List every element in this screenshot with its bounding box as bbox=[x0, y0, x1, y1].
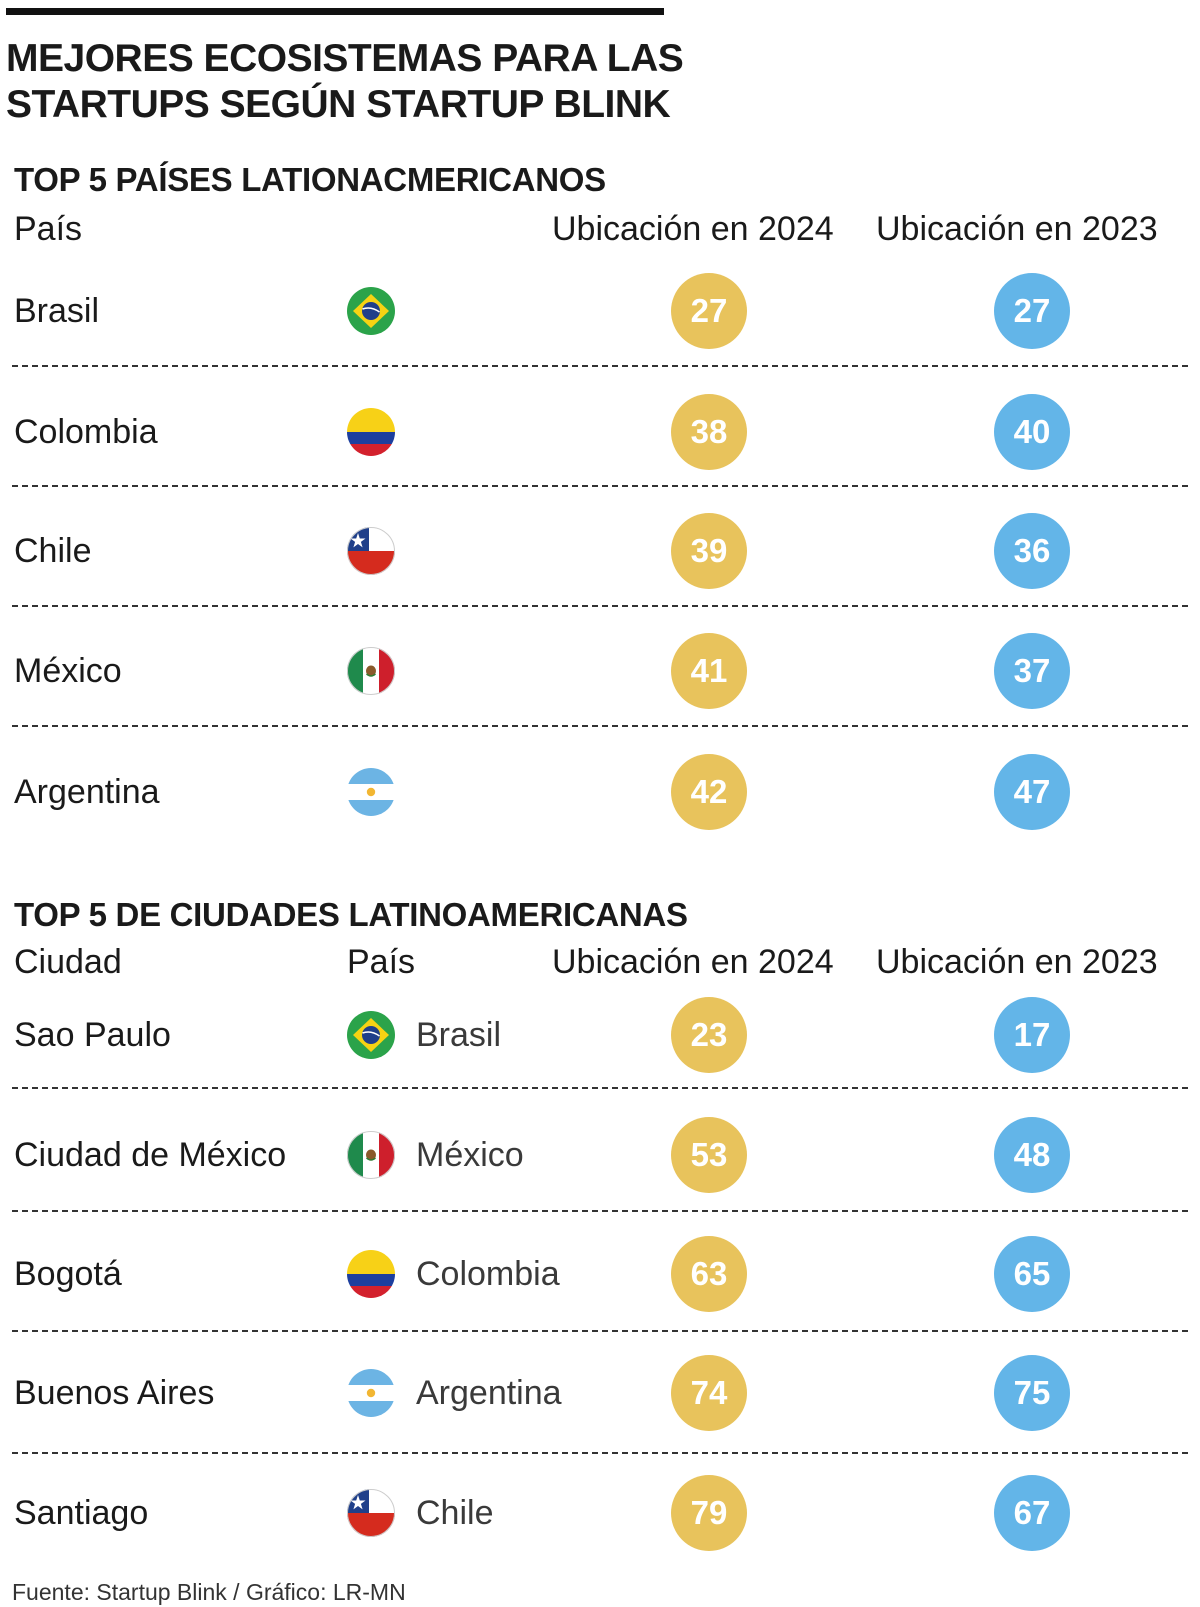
country-name: Chile bbox=[416, 1494, 494, 1532]
rank-2023-badge: 67 bbox=[994, 1475, 1070, 1551]
cities-header-2024: Ubicación en 2024 bbox=[552, 943, 834, 981]
rank-2023-badge: 47 bbox=[994, 754, 1070, 830]
countries-header-2024: Ubicación en 2024 bbox=[552, 210, 834, 248]
country-name: Colombia bbox=[416, 1255, 560, 1293]
rank-2024-badge: 63 bbox=[671, 1236, 747, 1312]
row-divider bbox=[12, 1452, 1188, 1454]
top-rule bbox=[6, 8, 664, 15]
row-divider bbox=[12, 1210, 1188, 1212]
row-divider bbox=[12, 1087, 1188, 1089]
row-divider bbox=[12, 365, 1188, 367]
table-row: Ciudad de México México 53 48 bbox=[0, 1095, 1200, 1215]
table-row: Chile 39 36 bbox=[0, 491, 1200, 611]
rank-2024-badge: 42 bbox=[671, 754, 747, 830]
rank-2023-badge: 65 bbox=[994, 1236, 1070, 1312]
table-row: Colombia 38 40 bbox=[0, 372, 1200, 492]
table-row: Bogotá Colombia 63 65 bbox=[0, 1214, 1200, 1334]
mexico-flag-icon bbox=[347, 1131, 395, 1179]
rank-2023-badge: 40 bbox=[994, 394, 1070, 470]
city-name: Santiago bbox=[14, 1494, 149, 1532]
country-name: Brasil bbox=[416, 1016, 502, 1054]
city-name: Bogotá bbox=[14, 1255, 122, 1293]
rank-2024-badge: 79 bbox=[671, 1475, 747, 1551]
source-note: Fuente: Startup Blink / Gráfico: LR-MN bbox=[12, 1579, 406, 1605]
table-row: Sao Paulo Brasil 23 17 bbox=[0, 975, 1200, 1095]
cities-header-city: Ciudad bbox=[14, 943, 122, 981]
country-name: Colombia bbox=[14, 413, 158, 451]
rank-2024-badge: 53 bbox=[671, 1117, 747, 1193]
rank-2024-badge: 74 bbox=[671, 1355, 747, 1431]
table-row: Brasil 27 27 bbox=[0, 251, 1200, 371]
page-title: MEJORES ECOSISTEMAS PARA LAS STARTUPS SE… bbox=[6, 37, 684, 126]
rank-2024-badge: 41 bbox=[671, 633, 747, 709]
cities-header-country: País bbox=[347, 943, 416, 981]
table-row: Buenos Aires Argentina 74 75 bbox=[0, 1333, 1200, 1453]
country-name: México bbox=[14, 652, 122, 690]
brazil-flag-icon bbox=[347, 287, 395, 335]
rank-2024-badge: 38 bbox=[671, 394, 747, 470]
countries-header-country: País bbox=[14, 210, 83, 248]
table-row: Argentina 42 47 bbox=[0, 732, 1200, 852]
rank-2023-badge: 27 bbox=[994, 273, 1070, 349]
rank-2023-badge: 36 bbox=[994, 513, 1070, 589]
country-name: Argentina bbox=[416, 1374, 562, 1412]
rank-2023-badge: 37 bbox=[994, 633, 1070, 709]
country-name: Argentina bbox=[14, 773, 160, 811]
city-name: Buenos Aires bbox=[14, 1374, 215, 1412]
cities-section-title: TOP 5 DE CIUDADES LATINOAMERICANAS bbox=[14, 896, 688, 933]
brazil-flag-icon bbox=[347, 1011, 395, 1059]
rank-2024-badge: 27 bbox=[671, 273, 747, 349]
row-divider bbox=[12, 725, 1188, 727]
rank-2024-badge: 23 bbox=[671, 997, 747, 1073]
countries-section-title: TOP 5 PAÍSES LATIONACMERICANOS bbox=[14, 161, 606, 198]
table-row: Santiago Chile 79 67 bbox=[0, 1453, 1200, 1573]
row-divider bbox=[12, 605, 1188, 607]
country-name: Brasil bbox=[14, 292, 100, 330]
mexico-flag-icon bbox=[347, 647, 395, 695]
country-name: México bbox=[416, 1136, 524, 1174]
chile-flag-icon bbox=[347, 1489, 395, 1537]
city-name: Sao Paulo bbox=[14, 1016, 171, 1054]
city-name: Ciudad de México bbox=[14, 1136, 287, 1174]
row-divider bbox=[12, 485, 1188, 487]
argentina-flag-icon bbox=[347, 768, 395, 816]
colombia-flag-icon bbox=[347, 408, 395, 456]
cities-header-2023: Ubicación en 2023 bbox=[876, 943, 1158, 981]
countries-header-2023: Ubicación en 2023 bbox=[876, 210, 1158, 248]
rank-2023-badge: 48 bbox=[994, 1117, 1070, 1193]
row-divider bbox=[12, 1330, 1188, 1332]
rank-2023-badge: 75 bbox=[994, 1355, 1070, 1431]
rank-2024-badge: 39 bbox=[671, 513, 747, 589]
rank-2023-badge: 17 bbox=[994, 997, 1070, 1073]
colombia-flag-icon bbox=[347, 1250, 395, 1298]
chile-flag-icon bbox=[347, 527, 395, 575]
table-row: México 41 37 bbox=[0, 611, 1200, 731]
argentina-flag-icon bbox=[347, 1369, 395, 1417]
country-name: Chile bbox=[14, 532, 92, 570]
